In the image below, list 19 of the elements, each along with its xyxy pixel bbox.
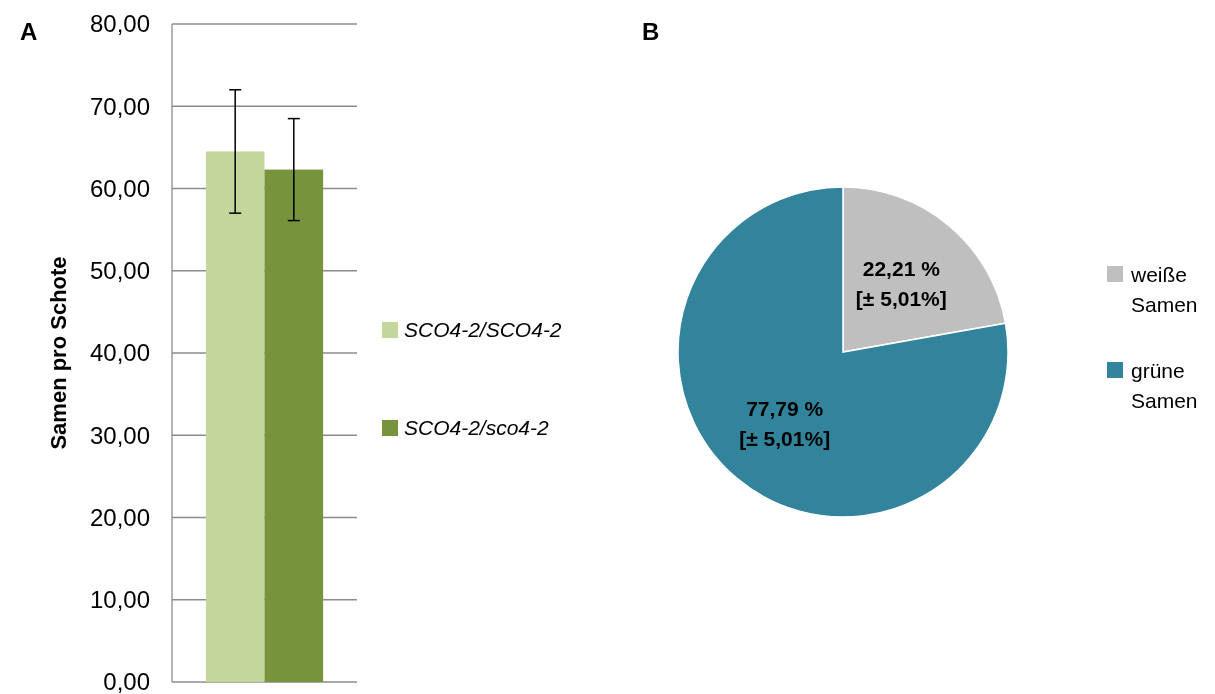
y-tick-label: 20,00 — [89, 503, 150, 531]
pie-slice — [677, 186, 1009, 518]
y-tick-label: 40,00 — [89, 339, 150, 367]
chart-title: A — [20, 18, 38, 45]
y-tick-label: 80,00 — [89, 10, 150, 38]
y-axis-title: Samen pro Schote — [46, 256, 71, 450]
data-label: 22,21 % [± 5,01%] — [855, 257, 947, 311]
legend-label: grüne Samen — [1131, 359, 1198, 412]
legend-label: weiße Samen — [1130, 263, 1198, 316]
legend-label: SCO4-2/sco4-2 — [404, 416, 550, 440]
y-tick-label: 10,00 — [89, 586, 150, 614]
y-tick-label: 50,00 — [89, 257, 150, 285]
y-tick-label: 30,00 — [89, 421, 150, 449]
data-label: 77,79 % [± 5,01%] — [739, 396, 831, 450]
y-tick-label: 0,00 — [103, 668, 150, 694]
chart-title: B — [642, 18, 660, 45]
y-tick-label: 60,00 — [89, 174, 150, 202]
y-tick-label: 70,00 — [89, 92, 150, 120]
legend-label: SCO4-2/SCO4-2 — [404, 318, 562, 342]
